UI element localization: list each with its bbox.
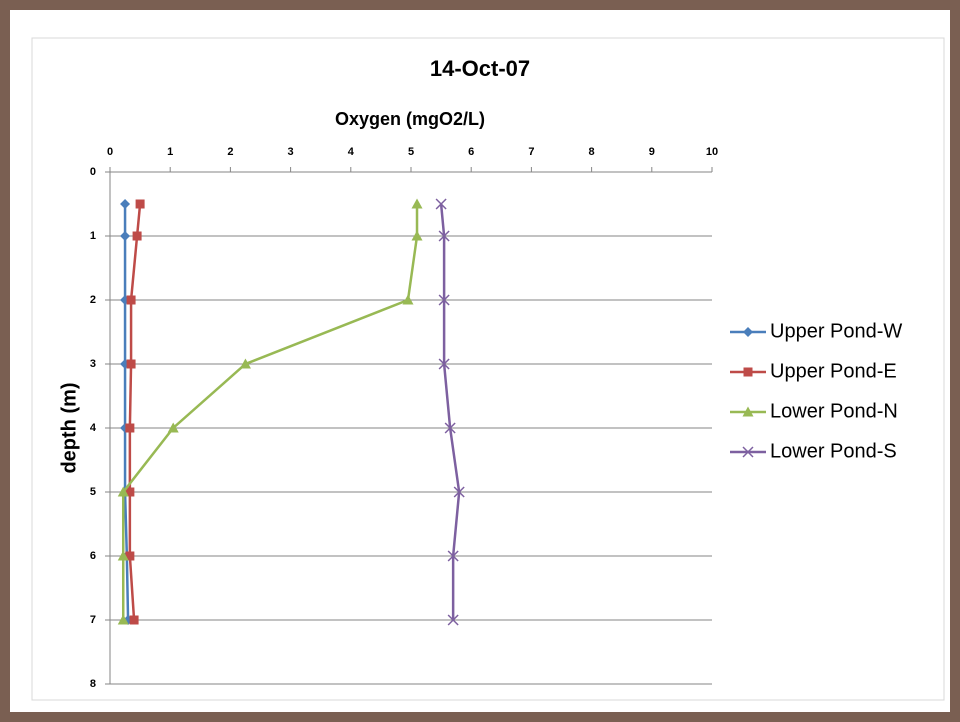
marker (120, 199, 131, 209)
y-tick-label: 5 (90, 486, 96, 498)
marker (117, 614, 129, 625)
marker (444, 422, 456, 434)
legend-label: Upper Pond-E (770, 360, 897, 382)
y-axis-title: depth (m) (58, 382, 80, 473)
marker (120, 231, 131, 241)
x-axis-title: Oxygen (mgO2/L) (335, 109, 485, 129)
marker (125, 487, 135, 497)
chart-area (31, 37, 945, 701)
marker (743, 367, 753, 377)
x-tick-label: 1 (167, 146, 173, 158)
marker (402, 294, 414, 305)
series-line (123, 204, 130, 621)
marker (129, 615, 139, 625)
x-tick-label: 6 (468, 146, 474, 158)
y-tick-label: 0 (90, 166, 96, 178)
x-tick-label: 8 (589, 146, 595, 158)
x-tick-label: 9 (649, 146, 655, 158)
y-tick-label: 2 (90, 294, 96, 306)
marker (438, 230, 450, 242)
marker (411, 198, 423, 209)
marker (239, 358, 251, 369)
marker (125, 423, 135, 433)
y-tick-label: 1 (90, 230, 96, 242)
marker (435, 198, 447, 210)
legend-label: Upper Pond-W (770, 320, 902, 342)
marker (743, 327, 753, 337)
y-tick-label: 3 (90, 358, 96, 370)
x-tick-label: 5 (408, 146, 414, 158)
series-line (121, 204, 419, 620)
x-tick-label: 0 (107, 146, 113, 158)
marker (411, 230, 423, 241)
marker (447, 550, 459, 562)
x-tick-label: 7 (528, 146, 534, 158)
x-tick-label: 3 (288, 146, 294, 158)
marker (453, 486, 465, 498)
marker (125, 551, 135, 561)
x-tick-label: 10 (706, 146, 718, 158)
marker (132, 231, 142, 241)
y-tick-label: 8 (90, 678, 96, 690)
marker (126, 359, 136, 369)
marker (135, 199, 145, 209)
y-tick-label: 4 (90, 422, 97, 434)
marker (742, 406, 754, 417)
marker (438, 294, 450, 306)
marker (117, 486, 129, 497)
marker (126, 295, 136, 305)
series-line (128, 203, 142, 621)
chart-title: 14-Oct-07 (430, 56, 530, 81)
series-line (439, 203, 461, 620)
y-tick-label: 7 (90, 614, 96, 626)
y-tick-label: 6 (90, 550, 96, 562)
x-tick-label: 4 (348, 146, 355, 158)
marker (447, 614, 459, 626)
legend-label: Lower Pond-S (770, 440, 897, 462)
x-tick-label: 2 (227, 146, 233, 158)
marker (438, 358, 450, 370)
marker (117, 550, 129, 561)
marker (742, 446, 754, 458)
legend-label: Lower Pond-N (770, 400, 898, 422)
marker (167, 422, 179, 433)
